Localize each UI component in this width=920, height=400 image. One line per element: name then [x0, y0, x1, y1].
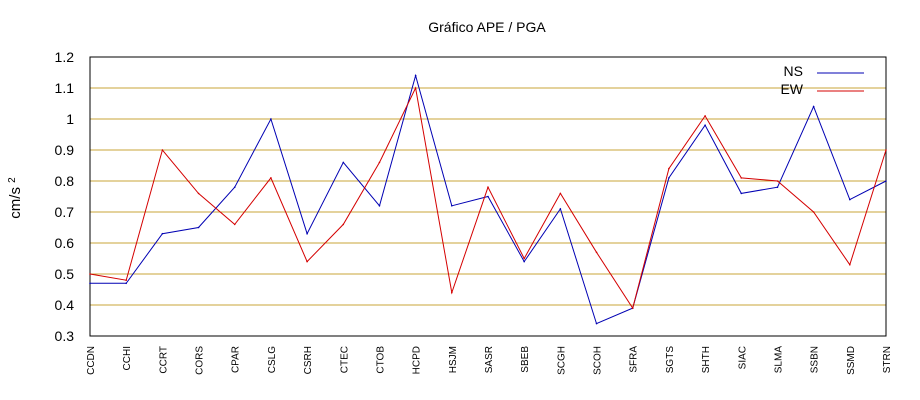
data-point-ew: [161, 149, 164, 151]
data-point-ew: [306, 260, 308, 263]
data-point-ns: [161, 232, 164, 235]
x-tick-label: SGTS: [665, 346, 676, 374]
data-point-ns: [306, 232, 308, 235]
data-point-ew: [197, 192, 200, 195]
x-tick-label: STRN: [882, 346, 893, 373]
x-tick-label: CCDN: [86, 346, 97, 375]
x-tick-label: SLMA: [773, 346, 784, 374]
data-point-ns: [89, 282, 91, 285]
data-point-ew: [740, 177, 743, 179]
y-tick-label: 0.4: [55, 297, 75, 313]
data-point-ew: [451, 291, 453, 294]
x-tick-label: SSBN: [810, 346, 821, 373]
data-point-ew: [776, 180, 779, 182]
series-line-ns: [90, 73, 887, 325]
data-point-ns: [414, 74, 417, 77]
data-point-ew: [89, 273, 91, 275]
data-point-ns: [125, 282, 127, 285]
data-point-ns: [451, 205, 453, 207]
y-axis-title-text: cm/s: [7, 187, 24, 219]
x-tick-label: CSLG: [267, 346, 278, 373]
x-tick-label: SCGH: [556, 346, 567, 375]
x-tick-label: SFRA: [629, 346, 640, 373]
x-tick-label: HSJM: [448, 346, 459, 373]
data-point-ew: [233, 223, 236, 226]
grid-layer: [90, 87, 886, 306]
y-tick-label: 0.8: [55, 173, 75, 189]
y-tick-label: 0.6: [55, 235, 75, 251]
x-tick-label: CTEC: [339, 346, 350, 373]
data-point-ew: [378, 161, 381, 164]
data-point-ns: [487, 195, 489, 198]
data-point-ew: [342, 223, 345, 226]
data-point-ew: [414, 87, 417, 89]
y-tick-label: 1: [66, 111, 74, 127]
data-point-ew: [849, 263, 851, 266]
x-tick-label: SBEB: [520, 346, 531, 373]
data-point-ns: [270, 118, 272, 120]
x-tick-label: CCHI: [122, 346, 133, 370]
data-point-ns: [849, 198, 851, 201]
series-line-ew: [89, 86, 887, 310]
x-tick-label: SIAC: [737, 346, 748, 369]
data-point-ns: [559, 208, 562, 210]
data-point-ew: [668, 167, 670, 170]
data-point-ew: [631, 307, 634, 309]
data-point-ns: [233, 186, 236, 188]
data-point-ns: [812, 105, 815, 108]
data-point-ns: [704, 124, 706, 126]
x-tick-label: SCOH: [593, 346, 604, 375]
data-point-ew: [704, 115, 706, 117]
x-tick-label: SSMD: [846, 346, 857, 375]
data-point-ns: [668, 177, 670, 179]
plot-frame: [89, 56, 887, 337]
y-tick-label: 0.9: [55, 142, 75, 158]
data-point-ns: [523, 260, 525, 263]
y-tick-label: 0.3: [55, 328, 75, 344]
data-point-ew: [885, 149, 887, 151]
x-tick-label: HCPD: [412, 346, 423, 374]
x-tick-label: SHTH: [701, 346, 712, 373]
legend: NS EW: [780, 63, 864, 97]
data-point-ns: [776, 186, 779, 188]
chart-title: Gráfico APE / PGA: [428, 19, 546, 35]
x-tick-label: CTOB: [375, 346, 386, 374]
data-point-ew: [487, 186, 489, 188]
data-point-ew: [523, 257, 525, 260]
data-point-ew: [270, 177, 272, 179]
x-tick-label: CSRH: [303, 346, 314, 374]
x-tick-label: CORS: [195, 346, 206, 375]
legend-label-ns: NS: [784, 63, 803, 79]
y-tick-label: 0.7: [55, 204, 75, 220]
x-tick-label: CCRT: [158, 346, 169, 374]
x-tick-label: CPAR: [231, 346, 242, 373]
data-point-ew: [812, 211, 815, 213]
y-axis-title-superscript: 2: [7, 177, 18, 183]
y-tick-label: 1.2: [55, 49, 75, 65]
data-point-ns: [885, 180, 887, 182]
data-point-ns: [197, 226, 200, 229]
data-point-ns: [378, 205, 381, 207]
data-point-ew: [559, 192, 562, 195]
data-point-ns: [595, 322, 598, 325]
axes-layer: [89, 56, 887, 337]
data-point-ns: [342, 161, 345, 164]
y-tick-label: 1.1: [55, 80, 75, 96]
x-tick-label: SASR: [484, 346, 495, 373]
y-axis-title: cm/s 2: [7, 177, 25, 219]
y-tick-label: 0.5: [55, 266, 75, 282]
series-layer: [89, 73, 887, 325]
legend-label-ew: EW: [780, 81, 803, 97]
data-point-ew: [125, 279, 127, 282]
data-point-ns: [740, 192, 743, 195]
labels-layer: 0.3 0.4 0.5 0.6 0.7 0.8 0.9 1 1.1 1.2 CCDN CCHI CCRT…: [55, 49, 893, 375]
data-point-ew: [595, 251, 598, 254]
